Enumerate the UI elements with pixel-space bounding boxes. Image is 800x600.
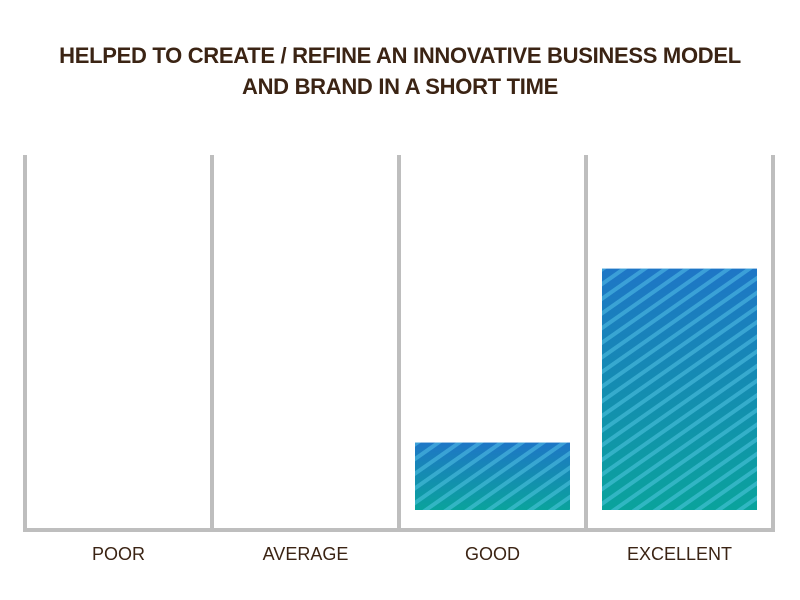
chart-title: HELPED TO CREATE / REFINE AN INNOVATIVE … <box>0 40 800 102</box>
x-tick-label: EXCELLENT <box>627 544 732 564</box>
bar-excellent <box>602 268 757 510</box>
bar-stripes <box>415 442 570 510</box>
bar-good <box>415 442 570 510</box>
x-tick-label: GOOD <box>465 544 520 564</box>
chart-title-line-1: HELPED TO CREATE / REFINE AN INNOVATIVE … <box>59 43 741 68</box>
x-tick-label: POOR <box>92 544 145 564</box>
bar-stripes <box>602 268 757 510</box>
chart-title-line-2: AND BRAND IN A SHORT TIME <box>242 74 558 99</box>
x-tick-label: AVERAGE <box>263 544 349 564</box>
